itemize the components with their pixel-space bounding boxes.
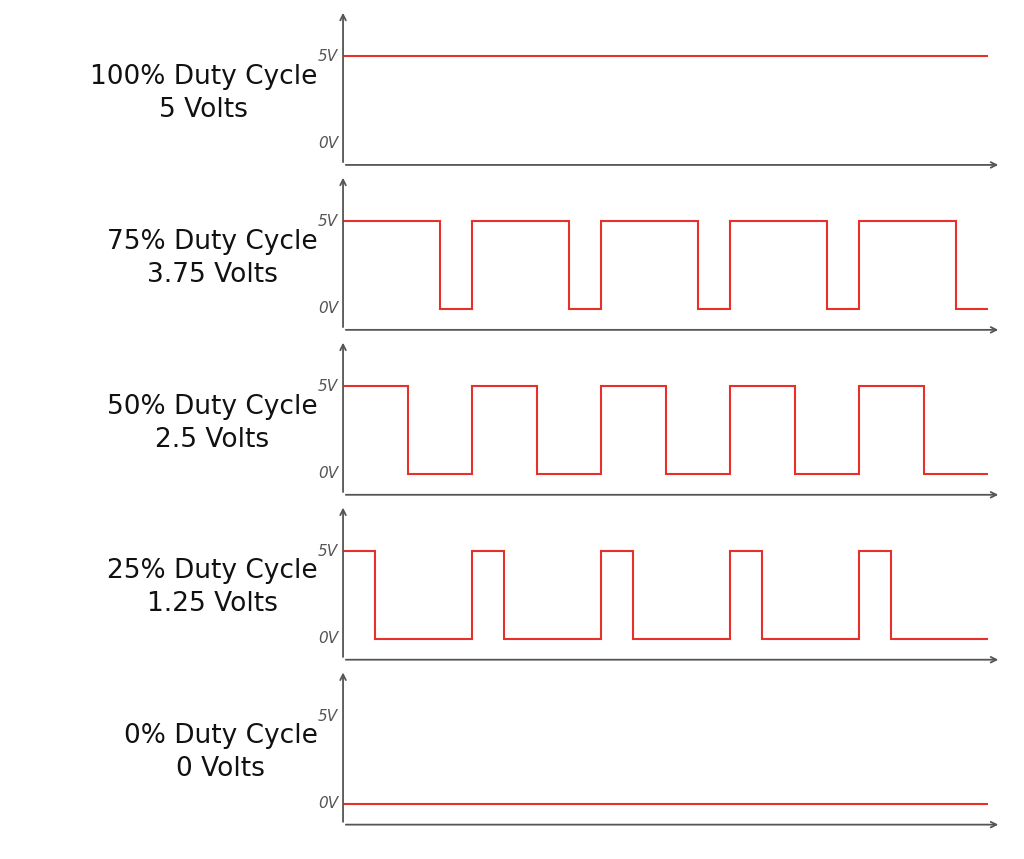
Text: 5V: 5V (317, 214, 338, 228)
Text: 0V: 0V (317, 466, 338, 481)
Text: 5V: 5V (317, 544, 338, 558)
Text: 0V: 0V (317, 796, 338, 811)
Text: 0V: 0V (317, 631, 338, 646)
Text: 0% Duty Cycle
0 Volts: 0% Duty Cycle 0 Volts (124, 723, 317, 783)
Text: 5V: 5V (317, 379, 338, 393)
Text: 25% Duty Cycle
1.25 Volts: 25% Duty Cycle 1.25 Volts (106, 558, 317, 618)
Text: 5V: 5V (317, 49, 338, 64)
Text: 0V: 0V (317, 302, 338, 316)
Text: 100% Duty Cycle
5 Volts: 100% Duty Cycle 5 Volts (90, 64, 317, 123)
Text: 75% Duty Cycle
3.75 Volts: 75% Duty Cycle 3.75 Volts (106, 228, 317, 288)
Text: 0V: 0V (317, 137, 338, 151)
Text: 50% Duty Cycle
2.5 Volts: 50% Duty Cycle 2.5 Volts (106, 393, 317, 453)
Text: 5V: 5V (317, 709, 338, 723)
